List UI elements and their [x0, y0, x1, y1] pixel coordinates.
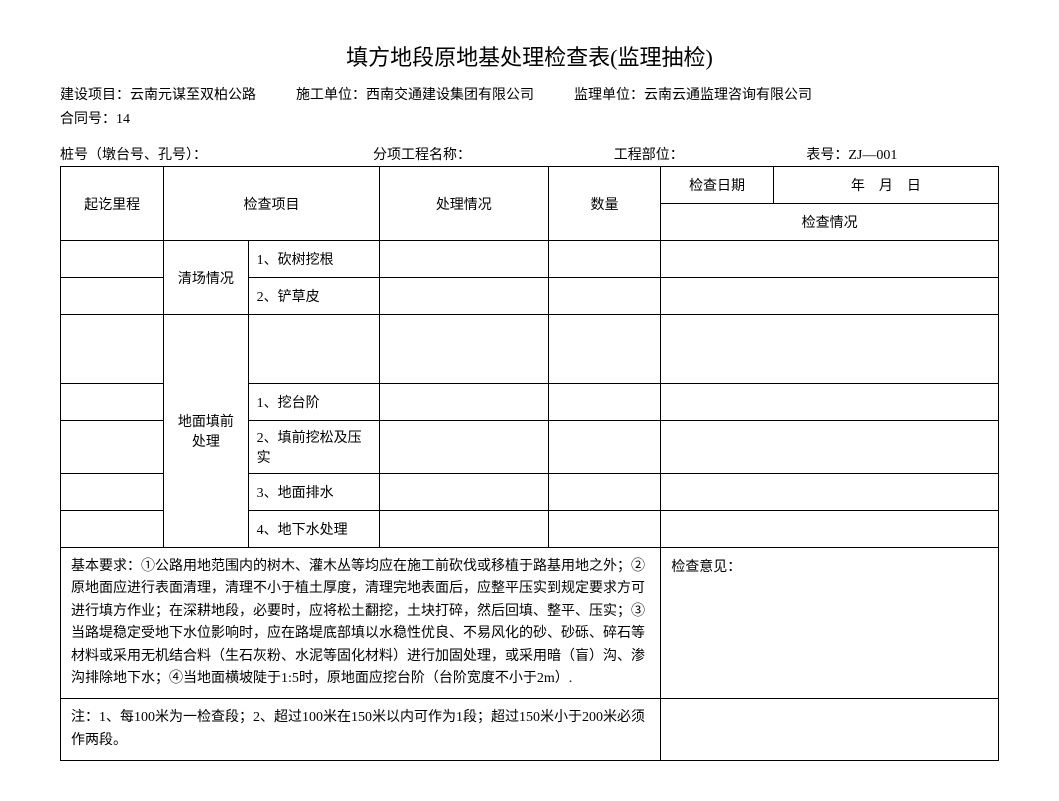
g2-item3: 3、地面排水 [248, 474, 379, 511]
cell-status [661, 421, 999, 474]
cell-checkitem [248, 315, 379, 384]
requirements-row: 基本要求：①公路用地范围内的树木、灌木丛等均应在施工前砍伐或移植于路基用地之外；… [61, 548, 999, 699]
inspection-table: 起讫里程 检查项目 处理情况 数量 检查日期 年 月 日 检查情况 清场情况 1… [60, 166, 999, 761]
cell-qty [548, 278, 661, 315]
cell-qty [548, 241, 661, 278]
col-checkitem: 检查项目 [164, 167, 380, 241]
table-header-row-1: 起讫里程 检查项目 处理情况 数量 检查日期 年 月 日 [61, 167, 999, 204]
formno-field: 表号：ZJ―001 [806, 144, 999, 164]
header-row-1: 建设项目：云南元谋至双柏公路 施工单位：西南交通建设集团有限公司 监理单位：云南… [60, 84, 999, 104]
cell-status [661, 384, 999, 421]
g1-item1: 1、砍树挖根 [248, 241, 379, 278]
col-status: 检查情况 [661, 204, 999, 241]
project-label: 建设项目： [60, 88, 130, 103]
supervisor-value: 云南云通监理咨询有限公司 [644, 88, 812, 103]
g1-item2: 2、铲草皮 [248, 278, 379, 315]
note-cell: 注：1、每100米为一检查段；2、超过100米在150米以内可作为1段；超过15… [61, 699, 661, 761]
contractor-value: 西南交通建设集团有限公司 [366, 88, 534, 103]
cell-treatment [379, 241, 548, 278]
cell-status [661, 315, 999, 384]
cell-mileage [61, 241, 164, 278]
col-qty: 数量 [548, 167, 661, 241]
subitem-field: 分项工程名称： [373, 144, 614, 164]
pile-field: 桩号（墩台号、孔号）： [60, 144, 373, 164]
contract-label: 合同号： [60, 112, 116, 127]
cell-qty [548, 315, 661, 384]
cell-mileage [61, 421, 164, 474]
note-right-cell [661, 699, 999, 761]
cell-qty [548, 474, 661, 511]
contract-value: 14 [116, 112, 130, 127]
page-title: 填方地段原地基处理检查表(监理抽检) [60, 40, 999, 72]
cell-mileage [61, 384, 164, 421]
cell-treatment [379, 384, 548, 421]
group1-label: 清场情况 [164, 241, 248, 315]
req-text: ①公路用地范围内的树木、灌木丛等均应在施工前砍伐或移植于路基用地之外；②原地面应… [71, 559, 645, 686]
cell-treatment [379, 278, 548, 315]
cell-status [661, 241, 999, 278]
cell-status [661, 511, 999, 548]
sub-header-row: 桩号（墩台号、孔号）： 分项工程名称： 工程部位： 表号：ZJ―001 [60, 144, 999, 164]
cell-mileage [61, 474, 164, 511]
g2-item1: 1、挖台阶 [248, 384, 379, 421]
opinion-cell: 检查意见： [661, 548, 999, 699]
contractor-label: 施工单位： [296, 88, 366, 103]
g2-item4: 4、地下水处理 [248, 511, 379, 548]
req-label: 基本要求： [71, 559, 141, 574]
contract-field: 合同号：14 [60, 108, 130, 128]
supervisor-field: 监理单位：云南云通监理咨询有限公司 [574, 84, 812, 104]
table-row-spacer: 地面填前处理 [61, 315, 999, 384]
cell-treatment [379, 511, 548, 548]
note-row: 注：1、每100米为一检查段；2、超过100米在150米以内可作为1段；超过15… [61, 699, 999, 761]
cell-treatment [379, 474, 548, 511]
cell-qty [548, 421, 661, 474]
col-treatment: 处理情况 [379, 167, 548, 241]
group2-label: 地面填前处理 [164, 315, 248, 548]
col-date-value: 年 月 日 [773, 167, 998, 204]
cell-treatment [379, 421, 548, 474]
formno-value: ZJ―001 [848, 148, 897, 163]
g2-item2: 2、填前挖松及压实 [248, 421, 379, 474]
cell-status [661, 278, 999, 315]
col-date: 检查日期 [661, 167, 774, 204]
cell-qty [548, 384, 661, 421]
cell-mileage [61, 315, 164, 384]
table-row: 清场情况 1、砍树挖根 [61, 241, 999, 278]
part-field: 工程部位： [614, 144, 807, 164]
cell-mileage [61, 511, 164, 548]
cell-mileage [61, 278, 164, 315]
project-value: 云南元谋至双柏公路 [130, 88, 256, 103]
supervisor-label: 监理单位： [574, 88, 644, 103]
cell-treatment [379, 315, 548, 384]
cell-status [661, 474, 999, 511]
header-row-2: 合同号：14 [60, 108, 999, 128]
cell-qty [548, 511, 661, 548]
project-field: 建设项目：云南元谋至双柏公路 [60, 84, 256, 104]
col-mileage: 起讫里程 [61, 167, 164, 241]
formno-label: 表号： [806, 148, 848, 163]
contractor-field: 施工单位：西南交通建设集团有限公司 [296, 84, 534, 104]
requirements-cell: 基本要求：①公路用地范围内的树木、灌木丛等均应在施工前砍伐或移植于路基用地之外；… [61, 548, 661, 699]
